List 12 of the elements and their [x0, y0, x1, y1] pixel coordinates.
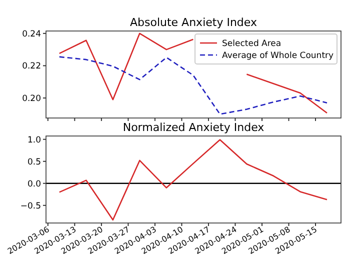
legend-label: Selected Area	[222, 39, 282, 49]
y-tick-label: 0.20	[22, 94, 41, 104]
line-series	[58, 139, 328, 221]
chart-title: Absolute Anxiety Index	[130, 16, 258, 29]
chart-title: Normalized Anxiety Index	[122, 121, 265, 134]
y-tick-label: 0.0	[27, 179, 41, 190]
legend-label: Average of Whole Country	[222, 51, 334, 61]
y-tick-label: 0.24	[22, 29, 41, 40]
y-tick-label: 0.5	[27, 157, 41, 168]
y-tick-label: −0.5	[20, 201, 41, 212]
y-tick-label: 0.22	[22, 62, 41, 72]
y-tick-label: 1.0	[27, 135, 41, 146]
